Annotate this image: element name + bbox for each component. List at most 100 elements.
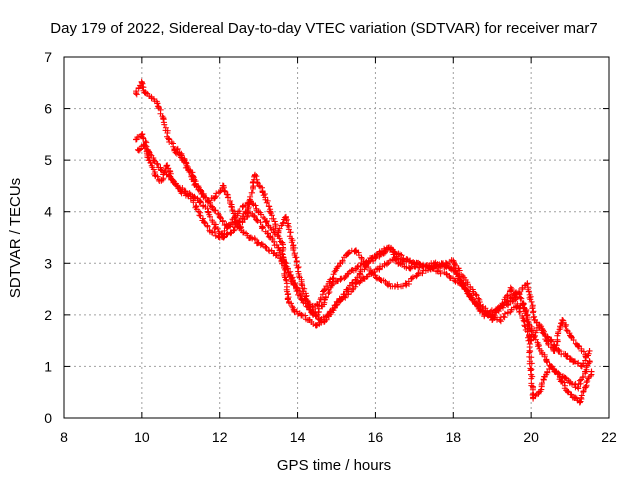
y-tick-label: 0: [44, 410, 52, 426]
data-point: [329, 306, 336, 313]
data-point: [547, 363, 554, 370]
data-point: [140, 141, 147, 148]
data-point: [576, 399, 583, 406]
data-point: [255, 239, 262, 246]
data-point: [559, 317, 566, 324]
data-point: [216, 213, 223, 220]
data-point: [263, 219, 270, 226]
data-point: [450, 257, 457, 264]
data-point: [208, 229, 215, 236]
data-point: [205, 208, 212, 215]
data-point: [259, 188, 266, 195]
data-point: [508, 286, 515, 293]
data-point: [524, 280, 531, 287]
data-point: [329, 275, 336, 282]
data-point: [337, 296, 344, 303]
data-point: [352, 247, 359, 254]
data-point: [508, 306, 515, 313]
y-tick-label: 4: [44, 204, 52, 220]
data-point: [240, 229, 247, 236]
y-tick-label: 1: [44, 358, 52, 374]
data-point: [535, 389, 542, 396]
x-tick-label: 10: [134, 429, 150, 445]
data-point: [430, 265, 437, 272]
data-point: [148, 95, 155, 102]
chart-title: Day 179 of 2022, Sidereal Day-to-day VTE…: [50, 20, 597, 37]
data-point: [399, 257, 406, 264]
data-point: [524, 311, 531, 318]
x-tick-label: 8: [60, 429, 68, 445]
data-point: [582, 384, 589, 391]
data-point: [314, 322, 321, 329]
data-point: [205, 198, 212, 205]
y-tick-label: 3: [44, 255, 52, 271]
marker-trail: [133, 131, 593, 369]
data-point: [574, 342, 581, 349]
data-point: [543, 337, 550, 344]
data-point: [574, 384, 581, 391]
data-point: [532, 317, 539, 324]
data-point: [376, 265, 383, 272]
data-point: [407, 265, 414, 272]
data-point: [290, 244, 297, 251]
data-point: [541, 373, 548, 380]
data-point: [415, 270, 422, 277]
data-point: [228, 229, 235, 236]
plot-frame: [63, 56, 610, 419]
data-point: [133, 90, 140, 97]
data-point: [277, 255, 284, 262]
data-point: [208, 203, 215, 210]
data-point: [586, 347, 593, 354]
data-point: [306, 301, 313, 308]
data-point: [352, 265, 359, 272]
data-point: [197, 188, 204, 195]
data-point: [166, 136, 173, 143]
data-point: [279, 239, 285, 246]
data-point: [158, 177, 165, 184]
data-point: [321, 286, 328, 293]
data-point: [391, 283, 398, 290]
data-point: [154, 100, 161, 107]
data-point: [565, 389, 572, 396]
data-point: [582, 368, 589, 375]
data-point: [152, 172, 159, 179]
data-point: [411, 260, 418, 267]
data-point: [267, 234, 274, 241]
data-point: [212, 193, 219, 200]
data-point: [567, 332, 574, 339]
data-point: [284, 296, 291, 303]
data-point: [360, 275, 367, 282]
data-point: [530, 394, 537, 401]
x-tick-labels: 8 10 12 14 16 18 20 22: [60, 429, 617, 445]
data-point: [321, 296, 328, 303]
data-point: [384, 244, 391, 251]
data-point: [535, 342, 542, 349]
data-point: [177, 188, 184, 195]
y-tick-label: 6: [44, 101, 52, 117]
data-point: [170, 177, 176, 184]
data-point: [267, 208, 274, 215]
x-tick-label: 14: [290, 429, 306, 445]
data-point: [543, 358, 550, 365]
data-point: [458, 280, 465, 287]
axis-ticks: [63, 56, 610, 419]
y-tick-label: 2: [44, 307, 52, 323]
data-point: [570, 394, 577, 401]
marker-trail: [135, 142, 595, 405]
x-axis-label: GPS time / hours: [277, 457, 391, 474]
data-point: [314, 311, 321, 318]
data-point: [567, 378, 574, 385]
data-point: [189, 172, 196, 179]
data-point: [212, 224, 219, 231]
data-point: [160, 115, 167, 122]
data-points: [133, 78, 595, 406]
data-point: [337, 260, 344, 267]
data-point: [251, 172, 258, 179]
data-point: [551, 347, 558, 354]
y-tick-labels: 0 1 2 3 4 5 6 7: [44, 49, 52, 426]
data-point: [352, 280, 359, 287]
data-point: [368, 255, 375, 262]
data-point: [553, 368, 560, 375]
data-point: [337, 275, 344, 282]
